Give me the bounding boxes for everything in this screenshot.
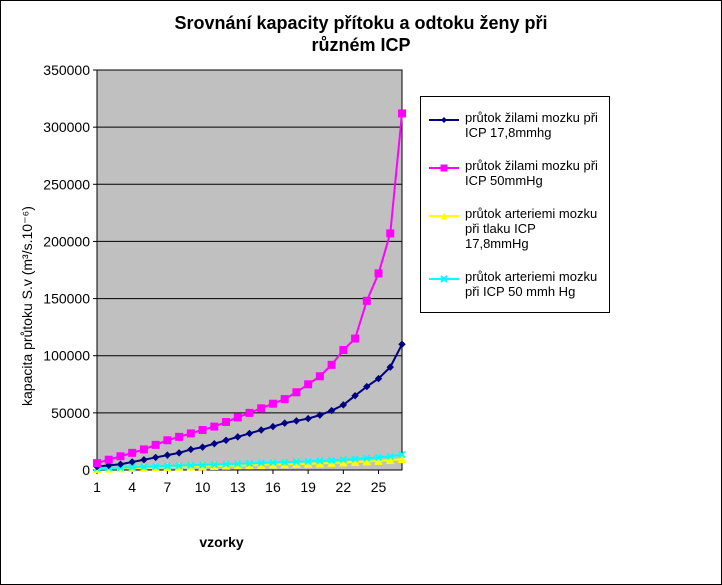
chart-container: { "chart": { "type": "line", "title_line… xyxy=(0,0,722,585)
legend-label: průtok žilami mozku při ICP 17,8mmhg xyxy=(465,111,601,141)
y-axis-label: kapacita průtoku S.v (m³/s.10⁻⁶) xyxy=(15,62,35,550)
svg-text:4: 4 xyxy=(128,479,136,495)
legend-swatch xyxy=(429,161,459,175)
chart-plot: 0 50000 100000 150000 200000 250000 300000 3500… xyxy=(35,62,408,506)
chart-content-row: kapacita průtoku S.v (m³/s.10⁻⁶) 0 50000 1… xyxy=(15,62,707,550)
svg-text:13: 13 xyxy=(230,479,246,495)
svg-text:19: 19 xyxy=(300,479,316,495)
chart-title-line2: různém ICP xyxy=(311,35,410,55)
svg-text:100000: 100000 xyxy=(43,348,90,364)
chart-plot-column: 0 50000 100000 150000 200000 250000 300000 3500… xyxy=(35,62,408,550)
svg-text:22: 22 xyxy=(336,479,352,495)
svg-text:7: 7 xyxy=(163,479,171,495)
svg-text:16: 16 xyxy=(265,479,281,495)
chart-title: Srovnání kapacity přítoku a odtoku ženy … xyxy=(15,13,707,56)
svg-text:1: 1 xyxy=(93,479,101,495)
svg-text:0: 0 xyxy=(82,462,90,478)
legend-item: průtok žilami mozku při ICP 50mmHg xyxy=(429,159,601,189)
legend-item: průtok žilami mozku při ICP 17,8mmhg xyxy=(429,111,601,141)
legend-label: průtok arteriemi mozku při tlaku ICP 17,… xyxy=(465,207,601,252)
legend-item: průtok arteriemi mozku při tlaku ICP 17,… xyxy=(429,207,601,252)
legend-item: průtok arteriemi mozku při ICP 50 mmh Hg xyxy=(429,270,601,300)
svg-text:200000: 200000 xyxy=(43,234,90,250)
legend-swatch xyxy=(429,272,459,286)
legend-label: průtok žilami mozku při ICP 50mmHg xyxy=(465,159,601,189)
chart-title-line1: Srovnání kapacity přítoku a odtoku ženy … xyxy=(174,13,547,33)
svg-text:10: 10 xyxy=(195,479,211,495)
legend: průtok žilami mozku při ICP 17,8mmhg průt… xyxy=(420,96,610,312)
svg-text:350000: 350000 xyxy=(43,62,90,78)
svg-text:50000: 50000 xyxy=(51,405,90,421)
svg-text:150000: 150000 xyxy=(43,291,90,307)
chart-plot-wrap: kapacita průtoku S.v (m³/s.10⁻⁶) 0 50000 1… xyxy=(15,62,408,550)
x-axis-label: vzorky xyxy=(35,534,408,550)
svg-text:25: 25 xyxy=(371,479,387,495)
legend-swatch xyxy=(429,113,459,127)
legend-swatch xyxy=(429,209,459,223)
svg-text:250000: 250000 xyxy=(43,176,90,192)
legend-label: průtok arteriemi mozku při ICP 50 mmh Hg xyxy=(465,270,601,300)
svg-text:300000: 300000 xyxy=(43,119,90,135)
